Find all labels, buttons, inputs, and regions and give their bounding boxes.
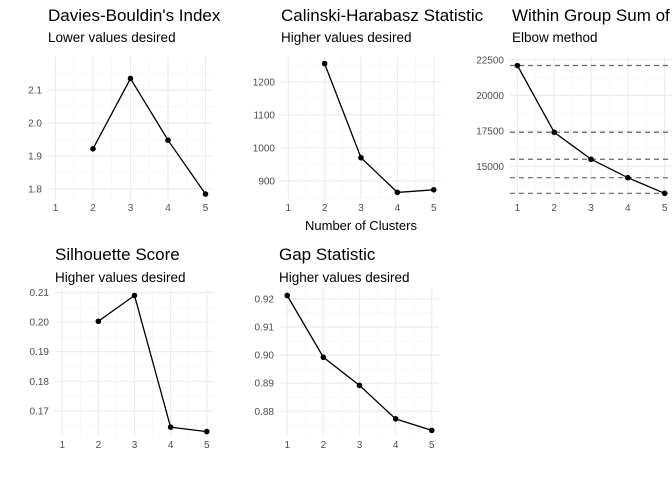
ch-subtitle: Higher values desired [281, 30, 412, 45]
davies-bouldin-panel: Davies-Bouldin's Index Lower values desir… [28, 6, 221, 214]
gap-data-point [320, 354, 327, 361]
gap-y-tick-label: 0.88 [255, 407, 275, 418]
sil-data-point [95, 318, 102, 325]
wss-y-tick-label: 22500 [476, 55, 504, 66]
wss-x-tick-label: 5 [662, 203, 668, 214]
gap-y-tick-label: 0.89 [255, 379, 275, 390]
sil-subtitle: Higher values desired [55, 270, 186, 285]
db-y-tick-label: 2.1 [28, 86, 42, 97]
wss-data-point [514, 62, 521, 69]
gap-data-point [392, 416, 399, 422]
shared-x-axis-label: Number of Clusters [305, 218, 417, 233]
ch-data-point [430, 186, 437, 193]
db-subtitle: Lower values desired [48, 30, 176, 45]
sil-x-tick-label: 4 [168, 440, 174, 451]
ch-y-tick-label: 1100 [253, 110, 275, 121]
db-data-point [202, 191, 209, 197]
gap-y-tick-label: 0.91 [255, 322, 275, 333]
wss-y-tick-label: 17500 [476, 126, 504, 137]
gap-title: Gap Statistic [279, 245, 376, 264]
sil-series-line [98, 294, 207, 433]
sil-x-tick-label: 5 [204, 440, 210, 451]
db-data-point [90, 146, 96, 152]
ch-y-tick-label: 1200 [253, 77, 276, 88]
wss-x-tick-label: 1 [515, 203, 521, 214]
wss-data-point [661, 190, 668, 197]
ch-x-tick-label: 1 [285, 203, 291, 214]
sil-y-tick-label: 0.20 [30, 318, 50, 329]
gap-data-point [284, 292, 291, 299]
gap-x-tick-label: 1 [284, 440, 290, 451]
ch-data-point [321, 60, 328, 67]
ch-x-tick-label: 4 [395, 203, 401, 214]
wss-y-tick-label: 20000 [476, 91, 504, 102]
gap-data-point [356, 382, 363, 389]
db-x-tick-label: 5 [203, 203, 209, 214]
wss-x-tick-label: 4 [625, 203, 631, 214]
wss-y-tick-label: 15000 [476, 162, 504, 173]
ch-series-line [323, 63, 434, 194]
silhouette-panel: Silhouette Score Higher values desired 1 2 3… [30, 245, 214, 451]
db-data-point [127, 75, 134, 82]
ch-y-tick-label: 900 [258, 176, 275, 187]
sil-data-point [131, 292, 138, 299]
gap-y-tick-label: 0.92 [255, 294, 275, 305]
sil-data-point [167, 424, 174, 430]
wss-data-point [551, 129, 557, 136]
ch-x-tick-label: 3 [358, 203, 364, 214]
gap-x-tick-label: 4 [393, 440, 399, 451]
ch-data-point [358, 154, 364, 161]
sil-x-tick-label: 3 [132, 440, 138, 451]
ch-y-tick-label: 1000 [253, 143, 276, 154]
sil-x-tick-label: 1 [59, 440, 65, 451]
db-y-tick-label: 2.0 [28, 119, 42, 130]
sil-x-tick-label: 2 [96, 440, 102, 451]
db-data-point [165, 137, 171, 144]
sil-y-tick-label: 0.21 [30, 288, 50, 299]
wss-data-point [588, 156, 594, 163]
db-series-line [92, 77, 207, 195]
sil-title: Silhouette Score [55, 245, 180, 264]
wss-x-tick-label: 2 [551, 203, 557, 214]
gap-x-tick-label: 2 [321, 440, 327, 451]
db-x-tick-label: 4 [165, 203, 171, 214]
gap-y-tick-label: 0.90 [255, 351, 275, 362]
wss-subtitle: Elbow method [512, 30, 598, 45]
sil-data-point [203, 428, 210, 435]
calinski-harabasz-panel: Calinski-Harabasz Statistic Higher values… [253, 6, 484, 214]
db-title: Davies-Bouldin's Index [48, 6, 221, 25]
sil-y-tick-label: 0.18 [30, 377, 50, 388]
ch-x-tick-label: 2 [322, 203, 328, 214]
ch-title: Calinski-Harabasz Statistic [281, 6, 484, 25]
ch-data-point [394, 189, 401, 196]
db-y-tick-label: 1.8 [28, 185, 42, 196]
wss-x-tick-label: 3 [588, 203, 594, 214]
gap-x-tick-label: 5 [429, 440, 435, 451]
ch-x-tick-label: 5 [431, 203, 437, 214]
gap-data-point [428, 427, 435, 434]
gap-statistic-panel: Gap Statistic Higher values desired 1 2 3 4 5 0… [255, 245, 439, 451]
gap-x-tick-label: 3 [357, 440, 363, 451]
db-y-tick-label: 1.9 [28, 152, 42, 163]
gap-subtitle: Higher values desired [279, 270, 410, 285]
db-x-tick-label: 2 [90, 203, 96, 214]
db-x-tick-label: 3 [128, 203, 134, 214]
within-group-ss-panel: Within Group Sum of Squares Elbow method 1… [476, 6, 672, 214]
sil-y-tick-label: 0.19 [30, 347, 50, 358]
db-x-tick-label: 1 [53, 203, 59, 214]
wss-data-point [625, 174, 631, 181]
wss-title: Within Group Sum of Squares [512, 6, 672, 25]
sil-y-tick-label: 0.17 [30, 406, 50, 417]
